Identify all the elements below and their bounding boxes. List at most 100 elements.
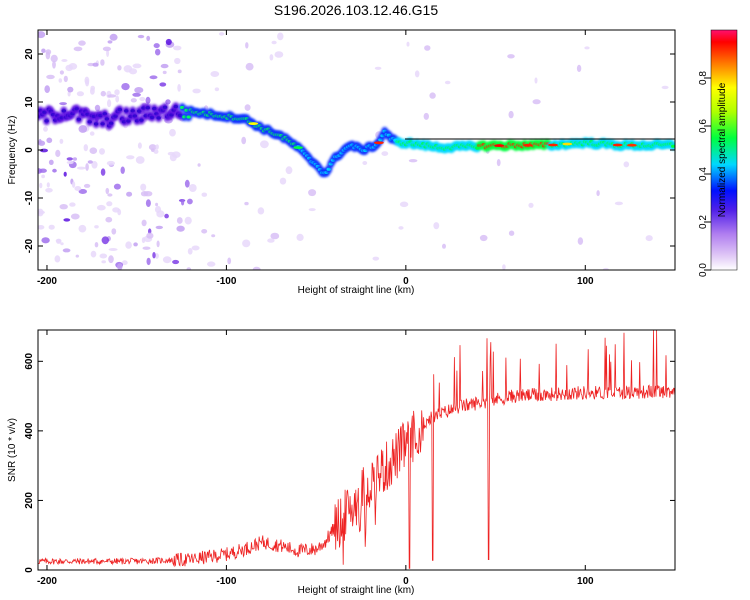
spectrogram-speckle <box>279 177 287 185</box>
spectrogram-speckle <box>65 64 73 72</box>
colorbar-tick-label: 0.8 <box>698 71 709 85</box>
spectrogram-speckle <box>106 160 115 166</box>
spectrogram-speckle <box>130 98 137 103</box>
spectrogram-speckle <box>94 242 99 248</box>
spectrogram-speckle <box>172 259 180 265</box>
spectrogram-speckle <box>201 229 208 234</box>
spectrogram-speckle <box>162 256 172 264</box>
spectrogram-speckle <box>374 66 382 70</box>
spectrogram-speckle <box>424 45 431 51</box>
y-tick-label: 0 <box>24 567 35 573</box>
spectrogram-speckle <box>107 99 112 108</box>
spectrogram-ridge-core <box>671 144 675 148</box>
spectrogram-speckle <box>507 54 515 59</box>
spectrogram-hotspot <box>522 143 533 147</box>
spectrogram-speckle <box>38 168 43 174</box>
spectrogram-speckle <box>111 228 117 235</box>
spectrogram-hotspot <box>548 143 558 147</box>
spectrogram-speckle <box>41 174 45 179</box>
spectrogram-speckle <box>72 157 77 161</box>
spectrogram-speckle <box>105 216 113 223</box>
spectrogram-speckle <box>165 38 172 46</box>
spectrogram-speckle <box>577 237 584 245</box>
spectrogram-speckle <box>141 219 147 227</box>
spectrogram-speckle <box>155 202 159 207</box>
spectrogram-ridge-core <box>130 109 135 113</box>
spectrogram-speckle <box>90 85 95 91</box>
spectrogram-speckle <box>94 225 99 229</box>
spectrogram-speckle <box>214 87 220 92</box>
spectrogram-speckle <box>89 147 98 154</box>
spectrogram-speckle <box>184 216 192 225</box>
spectrogram-speckle <box>139 96 146 102</box>
snr-series-line <box>38 330 675 569</box>
spectrogram-hotspot <box>626 143 637 147</box>
spectrogram-speckle <box>442 243 446 249</box>
spectrogram-ridge-core <box>93 122 99 126</box>
spectrogram-speckle <box>43 126 48 132</box>
spectrogram-speckle <box>70 213 80 220</box>
y-tick-label: 200 <box>24 492 35 509</box>
spectrogram-ridge-core <box>117 108 123 112</box>
spectrogram-ridge-core <box>186 115 191 119</box>
spectrogram-speckle <box>38 225 45 230</box>
spectrogram-ridge-core <box>87 120 92 124</box>
spectrogram-speckle <box>115 95 120 103</box>
spectrogram-speckle <box>381 151 389 157</box>
snr-x-ticks: -200 -100 0 100 <box>37 330 594 587</box>
spectrogram-speckle <box>155 48 161 56</box>
spectrogram-speckle <box>271 40 277 45</box>
spectrogram-speckle <box>160 63 169 69</box>
spectrogram-speckle <box>126 155 135 160</box>
spectrogram-speckle <box>72 181 76 188</box>
spectrogram-speckle <box>91 161 98 169</box>
spectrogram-speckle <box>54 255 61 263</box>
y-tick-label: 600 <box>24 353 35 370</box>
spectrogram-speckle <box>479 234 488 242</box>
spectrogram-speckle <box>59 102 67 106</box>
spectrogram-speckle <box>146 35 151 41</box>
spectrogram-speckle <box>100 59 105 66</box>
spectrogram-speckle <box>576 64 582 72</box>
spectrogram-speckle <box>137 34 145 39</box>
colorbar-label: Normalized spectral amplitude <box>717 82 728 217</box>
spectrogram-y-ticks: -20 -10 0 10 20 <box>24 48 675 253</box>
spectrogram-speckle <box>285 166 293 175</box>
spectrogram-speckle <box>83 144 89 152</box>
spectrogram-speckle <box>269 54 274 61</box>
spectrogram-speckle <box>146 232 154 239</box>
x-tick-label: 100 <box>577 276 594 287</box>
spectrogram-speckle <box>146 257 151 266</box>
spectrogram-speckle <box>142 246 151 250</box>
spectrogram-speckle <box>61 59 68 62</box>
spectrogram-speckle <box>106 201 113 207</box>
spectrogram-speckle <box>76 91 84 97</box>
spectrogram-speckle <box>241 136 247 145</box>
spectrogram-speckle <box>508 230 515 236</box>
colorbar-tick-label: 0.0 <box>698 263 709 277</box>
spectrogram-speckle <box>177 84 181 92</box>
spectrogram-speckle <box>177 69 182 74</box>
colorbar-tick-label: 0.2 <box>698 215 709 229</box>
spectrogram-speckle <box>74 186 82 191</box>
spectrogram-speckle <box>100 90 107 97</box>
spectrogram-speckle <box>60 242 64 246</box>
spectrogram-speckle <box>50 54 58 63</box>
spectrogram-speckle <box>534 77 538 84</box>
snr-plot-area <box>38 330 675 570</box>
spectrogram-speckle <box>133 242 138 247</box>
spectrogram-ridge-core <box>109 121 114 125</box>
spectrogram-speckle <box>69 202 76 207</box>
spectrogram-ridge-core <box>137 109 142 113</box>
spectrogram-speckle <box>101 236 110 245</box>
spectrogram-ridge-core <box>152 107 157 111</box>
spectrogram-x-ticks: -200 -100 0 100 <box>37 30 594 287</box>
spectrogram-speckle <box>502 264 506 270</box>
spectrogram-speckle <box>154 253 159 259</box>
spectrogram-speckle <box>63 171 67 177</box>
spectrogram-speckle <box>444 80 451 85</box>
spectrogram-hotspot <box>494 144 505 148</box>
spectrogram-speckle <box>66 157 74 161</box>
